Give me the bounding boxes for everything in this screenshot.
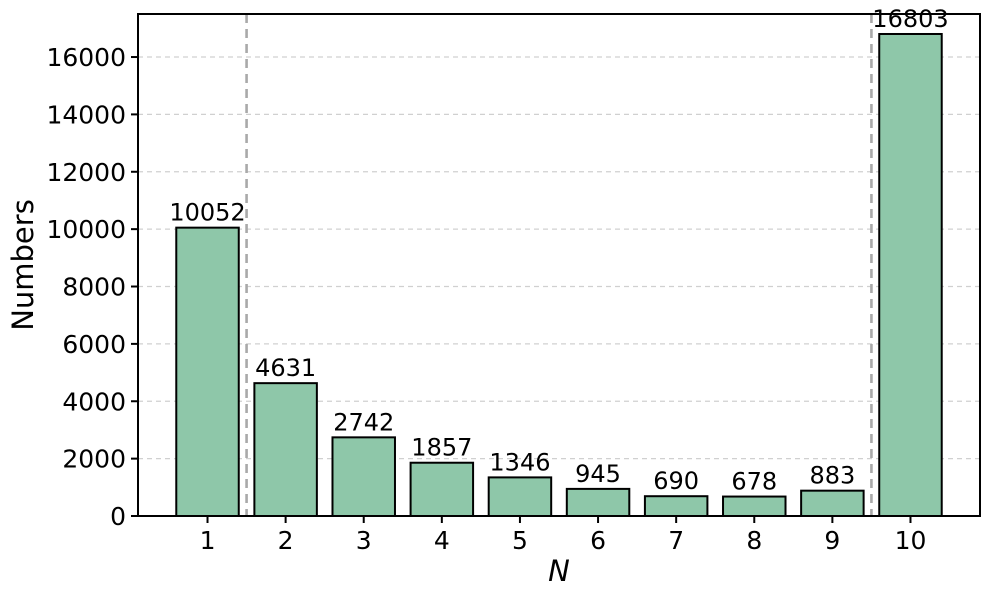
bar <box>643 495 709 517</box>
y-tick-label: 4000 <box>62 387 126 416</box>
bar <box>409 461 475 517</box>
bar <box>800 489 865 517</box>
x-tick-label: 9 <box>824 526 840 555</box>
x-tick-label: 4 <box>434 526 450 555</box>
bar <box>878 32 943 517</box>
bar <box>722 495 787 517</box>
plot-border <box>137 13 981 517</box>
y-tick-label: 0 <box>110 502 126 531</box>
bar <box>331 436 396 518</box>
bar-value-label: 945 <box>575 460 621 488</box>
bar <box>253 382 318 517</box>
y-axis-label: Numbers <box>6 199 40 331</box>
bar-value-label: 2742 <box>333 408 394 436</box>
bar-value-label: 1346 <box>489 448 550 476</box>
bar-value-label: 1857 <box>411 434 472 462</box>
x-tick-label: 8 <box>746 526 762 555</box>
bar-value-label: 16803 <box>872 5 948 33</box>
x-tick-label: 6 <box>590 526 606 555</box>
y-tick-label: 8000 <box>62 273 126 302</box>
y-tick-label: 14000 <box>46 100 126 129</box>
y-tick-label: 12000 <box>46 158 126 187</box>
x-axis-label: N <box>548 554 570 588</box>
y-tick-label: 6000 <box>62 330 126 359</box>
y-tick-label: 16000 <box>46 43 126 72</box>
x-tick-label: 7 <box>668 526 684 555</box>
y-tick-label: 2000 <box>62 445 126 474</box>
x-tick-label: 3 <box>356 526 372 555</box>
x-tick-label: 5 <box>512 526 528 555</box>
bar-value-label: 690 <box>653 467 699 495</box>
bar <box>487 476 553 518</box>
bar-value-label: 4631 <box>255 354 316 382</box>
y-tick-label: 10000 <box>46 215 126 244</box>
bar <box>175 226 240 517</box>
bar <box>565 487 631 517</box>
x-tick-label: 10 <box>895 526 927 555</box>
bar-value-label: 678 <box>731 468 777 496</box>
bar-value-label: 10052 <box>169 199 245 227</box>
x-tick-label: 1 <box>200 526 216 555</box>
bar-value-label: 883 <box>809 462 855 490</box>
x-tick-label: 2 <box>278 526 294 555</box>
